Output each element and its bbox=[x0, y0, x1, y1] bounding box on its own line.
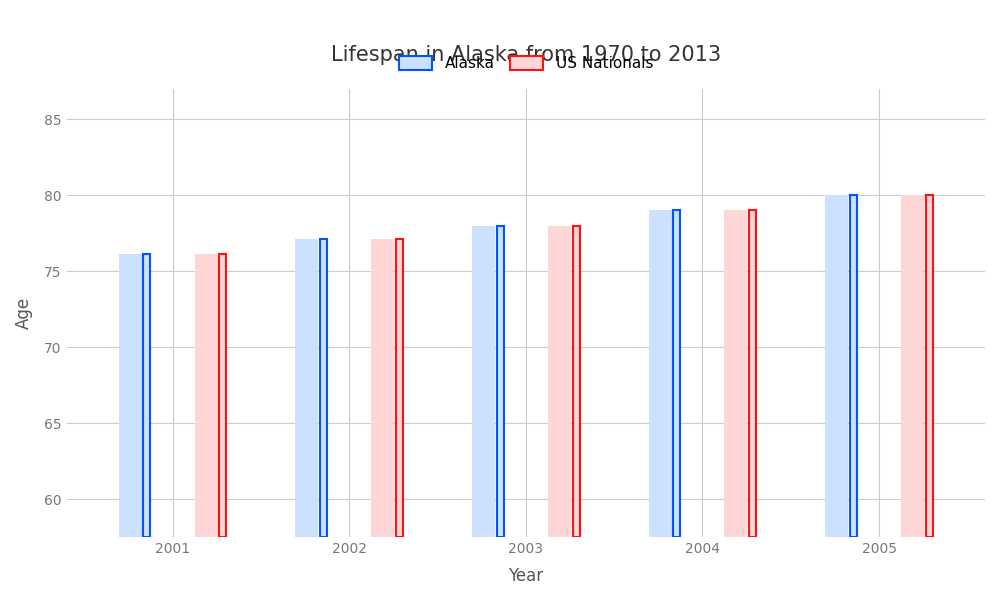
Legend: Alaska, US Nationals: Alaska, US Nationals bbox=[399, 56, 653, 71]
Bar bbox=[825, 195, 848, 537]
Bar bbox=[673, 211, 680, 537]
Bar bbox=[119, 254, 142, 537]
Bar bbox=[472, 226, 495, 537]
Bar bbox=[295, 239, 318, 537]
Bar bbox=[497, 226, 504, 537]
Bar bbox=[573, 226, 580, 537]
Bar bbox=[219, 254, 226, 537]
Bar bbox=[371, 239, 394, 537]
Bar bbox=[396, 239, 403, 537]
Y-axis label: Age: Age bbox=[15, 297, 33, 329]
Bar bbox=[320, 239, 327, 537]
Bar bbox=[926, 195, 933, 537]
Bar bbox=[724, 211, 747, 537]
Bar bbox=[143, 254, 150, 537]
Bar bbox=[901, 195, 924, 537]
Bar bbox=[850, 195, 857, 537]
Bar bbox=[749, 211, 756, 537]
Bar bbox=[548, 226, 571, 537]
Title: Lifespan in Alaska from 1970 to 2013: Lifespan in Alaska from 1970 to 2013 bbox=[331, 45, 721, 65]
X-axis label: Year: Year bbox=[508, 567, 543, 585]
Bar bbox=[649, 211, 672, 537]
Bar bbox=[195, 254, 218, 537]
